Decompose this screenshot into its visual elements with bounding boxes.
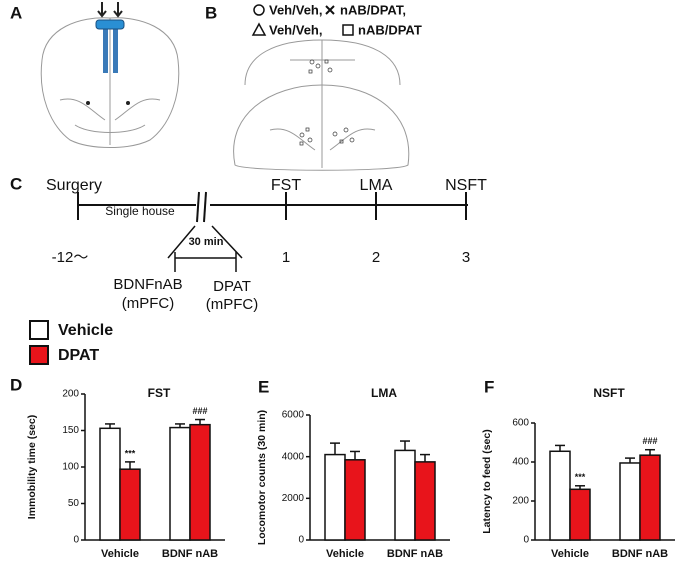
y-tick-label: 200 xyxy=(62,389,79,400)
panel-label: A xyxy=(10,3,22,22)
bar xyxy=(639,454,661,541)
injection-name: DPAT xyxy=(213,278,251,295)
y-tick-label: 4000 xyxy=(282,451,305,462)
legend-swatch xyxy=(29,345,49,365)
bar xyxy=(569,488,591,541)
event-tick: 3 xyxy=(462,249,470,266)
legend-label: nAB/DPAT, xyxy=(340,2,406,17)
interval: 30 min xyxy=(189,236,224,248)
event-tick: 1 xyxy=(282,249,290,266)
cannula xyxy=(113,28,118,73)
event-label: FST xyxy=(271,177,301,194)
y-tick-label: 2000 xyxy=(282,493,305,504)
y-tick-label: 0 xyxy=(298,535,304,546)
significance: ### xyxy=(642,436,657,446)
y-axis-label: Immobility time (sec) xyxy=(26,415,38,519)
chart-title: NSFT xyxy=(593,386,625,400)
arrows xyxy=(97,2,123,18)
event-label: LMA xyxy=(360,177,393,194)
x-tick-label: BDNF nAB xyxy=(612,548,668,560)
y-tick-label: 0 xyxy=(73,535,79,546)
bar xyxy=(549,450,571,541)
significance: ### xyxy=(192,406,207,416)
x-tick-label: BDNF nAB xyxy=(387,548,443,560)
x-tick-label: Vehicle xyxy=(326,548,364,560)
legend-label: Veh/Veh, xyxy=(269,2,322,17)
chart-title: FST xyxy=(148,386,171,400)
legend-swatch xyxy=(29,320,49,340)
bar xyxy=(189,423,211,541)
bar xyxy=(119,468,141,541)
x-tick-label: Vehicle xyxy=(551,548,589,560)
cannula xyxy=(103,28,108,73)
brain-section-b xyxy=(233,39,410,171)
bar xyxy=(324,453,346,541)
injection-site: (mPFC) xyxy=(206,296,259,313)
y-tick-label: 100 xyxy=(62,462,79,473)
bar xyxy=(344,459,366,541)
y-tick-label: 600 xyxy=(512,418,529,429)
y-tick-label: 200 xyxy=(512,496,529,507)
y-tick-label: 6000 xyxy=(282,410,305,421)
bar xyxy=(99,427,121,541)
significance: *** xyxy=(575,472,586,482)
injection-name: BDNFnAB xyxy=(113,276,182,293)
panel-label: E xyxy=(258,377,269,396)
bar xyxy=(394,449,416,541)
panel-label: F xyxy=(484,377,494,396)
event-label: NSFT xyxy=(445,177,487,194)
chart-title: LMA xyxy=(371,386,397,400)
timeline xyxy=(78,191,468,272)
y-tick-label: 400 xyxy=(512,457,529,468)
legend-symbol xyxy=(342,24,354,36)
y-axis-label: Latency to feed (sec) xyxy=(481,429,493,533)
legend-symbol xyxy=(251,22,267,36)
cannula-base xyxy=(95,19,125,30)
y-axis-label: Locomotor counts (30 min) xyxy=(256,410,268,545)
y-tick-label: 0 xyxy=(523,535,529,546)
legend-symbol xyxy=(325,5,335,15)
x-tick-label: Vehicle xyxy=(101,548,139,560)
panel-label: B xyxy=(205,3,217,22)
significance: *** xyxy=(125,448,136,458)
charts: D FST Immobility time (sec) 0 50 100 150 200 Veh… xyxy=(10,375,675,560)
single-house: Single house xyxy=(105,204,175,218)
legend-label: nAB/DPAT xyxy=(358,22,422,37)
bar xyxy=(169,426,191,541)
x-tick-label: BDNF nAB xyxy=(162,548,218,560)
bar xyxy=(619,462,641,541)
y-tick-label: 50 xyxy=(68,498,80,509)
y-tick-label: 150 xyxy=(62,425,79,436)
panel-label: D xyxy=(10,375,22,394)
event-tick: -12〜 xyxy=(52,249,89,266)
injection-site: (mPFC) xyxy=(122,295,175,312)
event-tick: 2 xyxy=(372,249,380,266)
legend-label: Veh/Veh, xyxy=(269,22,322,37)
legend-symbol xyxy=(253,4,265,16)
bar xyxy=(414,461,436,541)
event-label: Surgery xyxy=(46,177,102,194)
legend-label: Vehicle xyxy=(58,322,113,339)
legend-label: DPAT xyxy=(58,347,99,364)
panel-label: C xyxy=(10,174,22,193)
brain-section-a xyxy=(40,2,180,148)
